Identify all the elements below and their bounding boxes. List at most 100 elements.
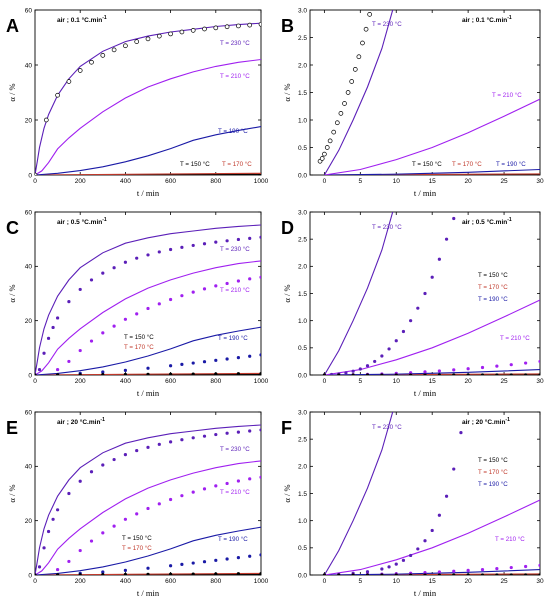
panel-title: air ; 0.1 °C.min-1: [462, 15, 512, 24]
data-point: [202, 287, 207, 291]
data-point: [259, 572, 261, 575]
panel-e: 0 200 400 600 800 1000 0 20 40 60 t / min α / % E air…: [6, 409, 269, 598]
data-point: [35, 172, 38, 175]
panel-title-main: air ; 0.1 °C.min: [57, 16, 102, 24]
series-label: T = 230 °C: [220, 446, 250, 453]
y-tick-label: 1.5: [298, 291, 307, 298]
y-axis-label: α / %: [282, 284, 292, 302]
data-point: [112, 457, 116, 462]
data-point: [509, 573, 513, 575]
data-point: [423, 539, 427, 543]
data-point: [43, 117, 49, 123]
panel-title: air ; 20 °C.min-1: [462, 417, 510, 426]
data-point: [202, 434, 207, 438]
plot-frame: [34, 9, 262, 176]
data-point: [394, 562, 398, 566]
data-point: [466, 568, 470, 572]
data-point: [225, 281, 229, 286]
data-point: [423, 573, 427, 575]
data-point: [437, 513, 441, 517]
series-label: T = 170 °C: [122, 545, 152, 552]
data-point: [225, 481, 229, 486]
data-point: [236, 237, 240, 242]
series-line: [35, 172, 261, 175]
y-tick-label: 40: [25, 464, 33, 471]
data-point: [538, 373, 540, 375]
data-point: [480, 573, 485, 575]
series-label: T = 170 °C: [478, 284, 508, 291]
panel-a: 0 200 400 600 800 1000 0 20 40 60 t / min α / % A air…: [6, 7, 269, 198]
data-point: [367, 12, 373, 17]
x-tick-label: 15: [429, 178, 437, 185]
data-point: [56, 567, 60, 572]
data-point: [337, 373, 341, 375]
data-point: [123, 43, 128, 49]
data-point: [78, 573, 82, 575]
data-point: [259, 475, 261, 479]
panel-title-main: air ; 20 °C.min: [57, 418, 100, 426]
data-point: [236, 556, 240, 560]
x-axis-label: t / min: [414, 588, 437, 598]
y-axis-label: α / %: [282, 484, 292, 502]
x-tick-label: 1000: [254, 178, 269, 185]
series-label: T = 150 °C: [412, 161, 442, 168]
data-point: [338, 111, 344, 116]
data-point: [248, 236, 252, 240]
series-label: T = 230 °C: [220, 246, 250, 253]
data-point: [259, 275, 261, 279]
data-point: [380, 567, 384, 571]
data-point: [214, 558, 218, 562]
data-point: [46, 529, 51, 534]
series-label: T = 150 °C: [478, 272, 508, 279]
data-point: [180, 494, 184, 498]
data-point: [123, 453, 127, 457]
data-point: [248, 354, 252, 358]
data-point: [101, 463, 105, 467]
data-point: [123, 260, 127, 264]
x-tick-label: 400: [120, 378, 131, 385]
data-point: [214, 432, 218, 437]
data-point: [524, 361, 528, 365]
panel-title: air ; 0.5 °C.min-1: [57, 217, 107, 226]
data-point: [236, 356, 240, 360]
data-point: [145, 36, 151, 42]
y-tick-label: 1.0: [298, 117, 307, 124]
panel-title-main: air ; 20 °C.min: [462, 418, 505, 426]
x-tick-label: 25: [500, 378, 508, 385]
x-axis-label: t / min: [137, 588, 160, 598]
data-point: [101, 570, 105, 574]
y-tick-label: 0.0: [298, 372, 307, 379]
data-point: [37, 565, 42, 569]
data-point: [51, 517, 55, 521]
data-point: [466, 373, 470, 375]
data-point: [236, 430, 240, 434]
data-point: [351, 573, 355, 575]
series-label: T = 190 °C: [218, 536, 248, 543]
data-point: [259, 553, 261, 557]
data-point: [452, 373, 456, 375]
data-point: [524, 564, 528, 569]
series-label: T = 210 °C: [220, 489, 250, 496]
y-tick-label: 3.0: [298, 7, 307, 14]
data-point: [202, 360, 207, 364]
data-point: [322, 373, 326, 375]
data-point: [365, 364, 370, 368]
series-line: [35, 460, 261, 575]
panel-title-main: air ; 0.5 °C.min: [57, 218, 102, 226]
series-line: [35, 326, 261, 375]
data-point: [66, 79, 72, 84]
plot-series: [322, 212, 540, 375]
y-axis-label: α / %: [7, 83, 17, 101]
x-tick-label: 600: [165, 578, 176, 585]
series-label: T = 230 °C: [372, 424, 402, 431]
x-tick-label: 0: [33, 578, 37, 585]
y-tick-label: 0.5: [298, 545, 307, 552]
series-label: T = 190 °C: [218, 335, 248, 342]
y-tick-label: 20: [25, 318, 33, 325]
data-point: [191, 243, 195, 248]
panel-title: air ; 20 °C.min-1: [57, 417, 105, 426]
data-point: [509, 363, 513, 367]
data-point: [56, 373, 60, 375]
data-point: [509, 373, 513, 375]
x-tick-label: 0: [33, 378, 37, 385]
